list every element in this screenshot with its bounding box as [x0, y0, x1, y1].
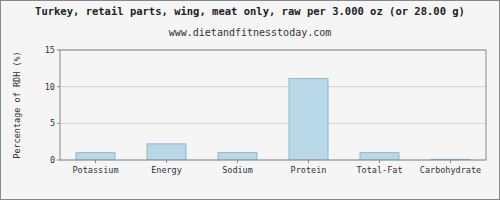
grid	[60, 50, 486, 160]
x-tick-label: Energy	[151, 165, 182, 175]
y-tick-label: 0	[50, 155, 55, 165]
y-tick-label: 15	[45, 45, 55, 55]
bar	[218, 153, 257, 160]
bar	[289, 79, 328, 160]
y-tick-label: 10	[45, 82, 55, 92]
y-tick-label: 5	[50, 118, 55, 128]
plot-frame	[60, 50, 486, 160]
grid-line	[60, 123, 486, 124]
y-axis-label: Percentage of RDH (%)	[12, 51, 22, 158]
x-tick-label: Sodium	[222, 165, 253, 175]
title: Turkey, retail parts, wing, meat only, r…	[35, 5, 465, 17]
grid-line	[60, 86, 486, 87]
chart: Turkey, retail parts, wing, meat only, r…	[0, 0, 500, 200]
x-tick-label: Total-Fat	[356, 165, 402, 175]
bar	[360, 153, 399, 160]
subtitle: www.dietandfitnesstoday.com	[169, 27, 332, 38]
bars	[76, 79, 470, 160]
x-tick-label: Potassium	[72, 165, 118, 175]
x-tick-label: Protein	[291, 165, 327, 175]
x-tick-label: Carbohydrate	[420, 165, 481, 175]
chart-container: Turkey, retail parts, wing, meat only, r…	[0, 0, 500, 200]
bar	[76, 153, 115, 160]
background	[1, 1, 500, 200]
bar	[147, 144, 186, 160]
